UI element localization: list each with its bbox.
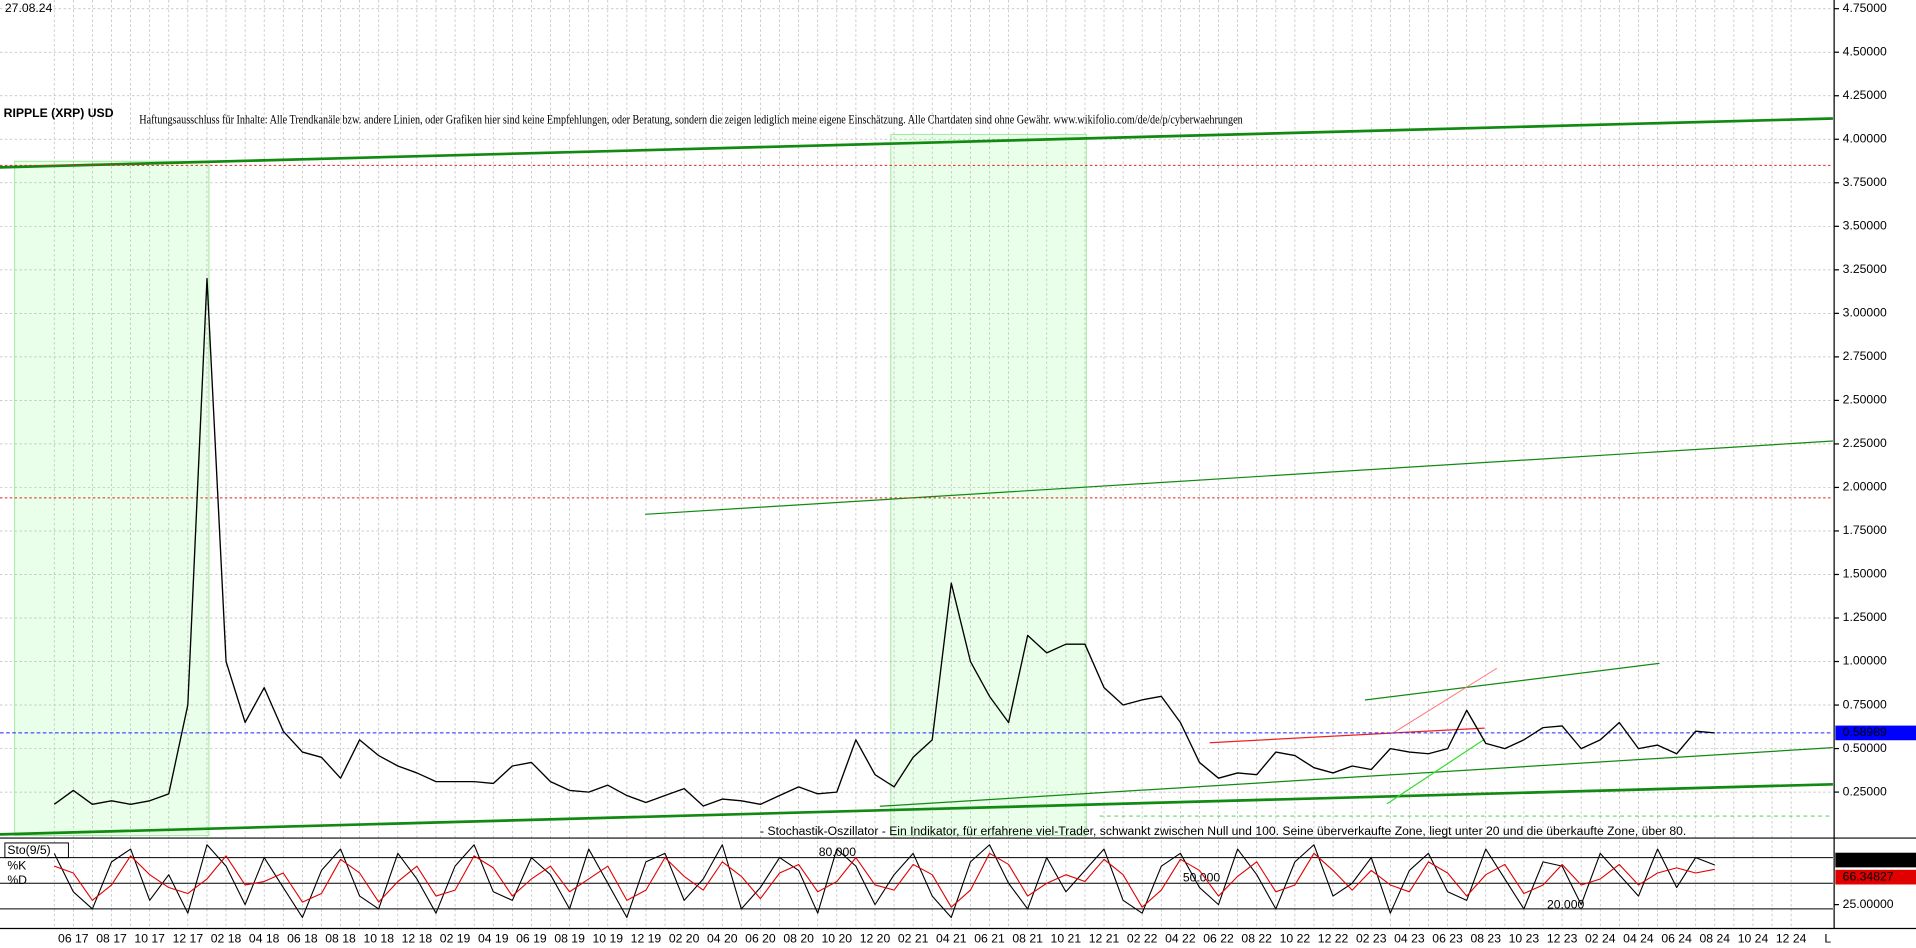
level-label: 80.000 bbox=[819, 845, 857, 859]
x-tick-label: 04 20 bbox=[707, 932, 738, 946]
x-tick-label: 06 18 bbox=[287, 932, 318, 946]
chart-date: 27.08.24 bbox=[5, 1, 53, 15]
x-tick-label: 12 22 bbox=[1318, 932, 1349, 946]
legend-entry: %K bbox=[7, 858, 26, 872]
y-tick-label: 2.25000 bbox=[1843, 436, 1887, 450]
x-tick-label: 10 18 bbox=[363, 932, 394, 946]
x-tick-label: 10 19 bbox=[592, 932, 623, 946]
y-tick-label: 1.50000 bbox=[1843, 567, 1887, 581]
last-value-box bbox=[1835, 852, 1916, 868]
last-price-label: 0.58989 bbox=[1843, 725, 1887, 739]
last-price-box bbox=[1835, 725, 1916, 741]
x-tick-label: 08 23 bbox=[1470, 932, 1501, 946]
x-tick-label: 04 18 bbox=[249, 932, 280, 946]
trend-line bbox=[1392, 667, 1498, 734]
x-tick-label: 08 18 bbox=[325, 932, 356, 946]
y-tick-label: 25.00000 bbox=[1843, 897, 1894, 911]
x-tick-label: 06 21 bbox=[974, 932, 1005, 946]
y-tick-label: 4.50000 bbox=[1843, 44, 1887, 58]
x-tick-label: 06 23 bbox=[1432, 932, 1463, 946]
x-tick-label: 04 22 bbox=[1165, 932, 1196, 946]
x-tick-label: 12 21 bbox=[1089, 932, 1120, 946]
y-tick-label: 4.00000 bbox=[1843, 131, 1887, 145]
y-tick-label: 2.00000 bbox=[1843, 480, 1887, 494]
x-tick-label: 04 19 bbox=[478, 932, 509, 946]
last-value-box bbox=[1835, 869, 1916, 885]
x-tick-label: 04 23 bbox=[1394, 932, 1425, 946]
y-tick-label: 0.50000 bbox=[1843, 741, 1887, 755]
level-label: 20.000 bbox=[1547, 897, 1585, 911]
trend-line bbox=[645, 440, 1833, 515]
x-tick-label: 02 18 bbox=[211, 932, 242, 946]
x-tick-label: 10 17 bbox=[134, 932, 165, 946]
x-tick-label: 12 24 bbox=[1776, 932, 1807, 946]
x-tick-label: 06 24 bbox=[1661, 932, 1692, 946]
disclaimer: Haftungsausschluss für Inhalte: Alle Tre… bbox=[139, 113, 1242, 127]
x-tick-label: 02 19 bbox=[440, 932, 471, 946]
x-tick-label: 02 24 bbox=[1585, 932, 1616, 946]
x-tick-label: 02 22 bbox=[1127, 932, 1158, 946]
x-tick-label: 10 23 bbox=[1509, 932, 1540, 946]
y-tick-label: 3.75000 bbox=[1843, 175, 1887, 189]
data-line bbox=[54, 852, 1715, 908]
x-tick-label: 06 17 bbox=[58, 932, 89, 946]
y-tick-label: 1.25000 bbox=[1843, 610, 1887, 624]
x-tick-label: 10 24 bbox=[1738, 932, 1769, 946]
chart-title: RIPPLE (XRP) USD bbox=[4, 106, 114, 120]
x-tick-label: 08 20 bbox=[783, 932, 814, 946]
x-tick-label: 06 22 bbox=[1203, 932, 1234, 946]
y-tick-label: 3.00000 bbox=[1843, 306, 1887, 320]
y-tick-label: 4.75000 bbox=[1843, 1, 1887, 15]
last-value-label: 66.34827 bbox=[1843, 869, 1894, 883]
y-tick-label: 3.25000 bbox=[1843, 262, 1887, 276]
y-tick-label: 3.50000 bbox=[1843, 219, 1887, 233]
x-tick-label: 08 17 bbox=[96, 932, 127, 946]
y-tick-label: 2.75000 bbox=[1843, 349, 1887, 363]
trend-line bbox=[879, 747, 1833, 807]
x-tick-label: 12 23 bbox=[1547, 932, 1578, 946]
grid bbox=[0, 0, 1833, 929]
y-tick-label: 0.75000 bbox=[1843, 697, 1887, 711]
y-tick-label: 2.50000 bbox=[1843, 393, 1887, 407]
annotation: - Stochastik-Oszillator - Ein Indikator,… bbox=[760, 824, 1686, 838]
x-tick-label: 02 21 bbox=[898, 932, 929, 946]
last-value-label: 71.28331 bbox=[1843, 852, 1894, 866]
y-tick-label: 1.00000 bbox=[1843, 654, 1887, 668]
x-tick-label: 04 24 bbox=[1623, 932, 1654, 946]
trend-line bbox=[0, 782, 1833, 836]
x-tick-label: 10 22 bbox=[1280, 932, 1311, 946]
y-tick-label: 1.75000 bbox=[1843, 523, 1887, 537]
x-tick-label: 10 20 bbox=[822, 932, 853, 946]
x-tick-label: 06 20 bbox=[745, 932, 776, 946]
x-tick-label: 08 24 bbox=[1700, 932, 1731, 946]
y-tick-label: 0.25000 bbox=[1843, 784, 1887, 798]
x-tick-label: 12 17 bbox=[173, 932, 204, 946]
y-tick-label: 4.25000 bbox=[1843, 88, 1887, 102]
x-tick-label: 08 19 bbox=[554, 932, 585, 946]
trend-line bbox=[1364, 662, 1660, 701]
x-tick-label: 02 20 bbox=[669, 932, 700, 946]
x-tick-label: 04 21 bbox=[936, 932, 967, 946]
x-tick-label: 10 21 bbox=[1051, 932, 1082, 946]
x-tick-label: 08 21 bbox=[1012, 932, 1043, 946]
data-line bbox=[53, 844, 1715, 919]
x-tick-label: 06 19 bbox=[516, 932, 547, 946]
legend-entry: %D bbox=[7, 873, 27, 887]
x-tick-label: 08 22 bbox=[1241, 932, 1272, 946]
indicator-label: Sto(9/5) bbox=[7, 843, 50, 857]
trend-line bbox=[1209, 727, 1485, 744]
highlight-zone bbox=[890, 133, 1087, 837]
x-tick-label: 12 20 bbox=[860, 932, 891, 946]
data-line bbox=[53, 277, 1715, 807]
x-tick-label: 12 18 bbox=[402, 932, 433, 946]
x-tick-label: 02 23 bbox=[1356, 932, 1387, 946]
trend-lines bbox=[0, 117, 1833, 836]
trend-line bbox=[1386, 738, 1485, 805]
x-tick-label: 12 19 bbox=[631, 932, 662, 946]
trend-line bbox=[0, 117, 1833, 169]
x-end-label: L bbox=[1824, 932, 1831, 946]
